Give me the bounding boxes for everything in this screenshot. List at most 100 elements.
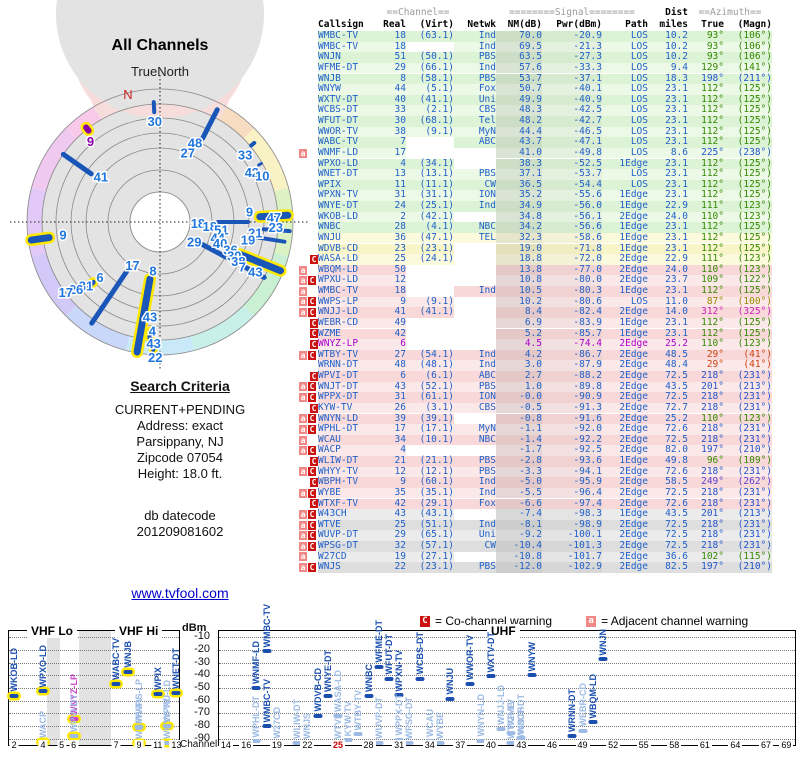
- radar-channel-label: 17: [125, 258, 139, 273]
- cell-nm: 57.6: [496, 62, 542, 74]
- station-marker-wfut-dt: [384, 676, 394, 681]
- cell-nm: 53.7: [496, 73, 542, 85]
- cell-tru: 110°: [688, 264, 724, 276]
- cell-pwr: -54.4: [542, 179, 602, 191]
- radar-channel-label: 10: [255, 168, 269, 183]
- cell-mag: (125°): [724, 94, 772, 106]
- vhf-lo-label: VHF Lo: [27, 624, 77, 638]
- table-row-wmbc-tv: WMBC-TV 18 Ind 69.5 -21.3 LOS 10.2 93° (106°): [299, 41, 797, 53]
- cell-tru: 218°: [688, 434, 724, 446]
- cell-pwr: -94.1: [542, 466, 602, 478]
- cell-net: Ind: [454, 41, 496, 53]
- cell-path: 1Edge: [602, 190, 648, 201]
- cell-nm: 18.8: [496, 254, 542, 265]
- cell-path: LOS: [602, 41, 648, 53]
- radar-channel-label: 26: [69, 282, 83, 297]
- cell-path: 2Edge: [602, 562, 648, 573]
- radar-station-bar: [27, 234, 53, 244]
- cell-net: PBS: [454, 455, 496, 467]
- channel-axis-label: Channel: [180, 739, 218, 750]
- cell-path: LOS: [602, 30, 648, 42]
- cell-path: 2Edge: [602, 264, 648, 276]
- cell-path: 1Edge: [602, 200, 648, 212]
- cell-pwr: -85.7: [542, 328, 602, 340]
- table-row-wnyn-ld: a C WNYN-LD 39 (39.1) -0.8 -91.6 2Edge 25.2 110°(…: [299, 413, 797, 425]
- cell-real: 12: [382, 275, 406, 286]
- table-row-wbph-tv: C WBPH-TV 9 (60.1) Ind -5.0 -95.9 2Edge 58.5 249°…: [299, 477, 797, 488]
- cell-tru: 112°: [688, 126, 724, 138]
- station-marker-wmbc-tv: [262, 649, 272, 654]
- cell-real: 17: [382, 147, 406, 159]
- radar-channel-label: 23: [269, 220, 283, 235]
- cell-nm: 70.0: [496, 30, 542, 42]
- cell-net: NBC: [454, 434, 496, 446]
- co-channel-warning-icon: C: [308, 276, 316, 286]
- cell-mag: (231°): [724, 498, 772, 510]
- cell-warn: C: [299, 456, 318, 466]
- cell-pwr: -80.0: [542, 275, 602, 286]
- adjacent-channel-warning-icon: a: [299, 541, 307, 551]
- table-row-w27cd: a W27CD 19 (27.1) -10.8 -101.7 2Edge 36.6 102° (1…: [299, 551, 797, 563]
- cell-net: CBS: [454, 402, 496, 414]
- station-marker-wdvb-cd: [313, 713, 323, 718]
- dbm-tick-label: -60: [194, 693, 210, 706]
- station-label-wrnn-dt: WRNN-DT: [567, 689, 578, 733]
- cell-path: 1Edge: [602, 317, 648, 329]
- cell-real: 33: [382, 105, 406, 116]
- cell-dist: 23.1: [648, 285, 688, 297]
- cell-tru: ==Azimuth==: [698, 7, 762, 19]
- cell-cs: KYW-TV: [318, 402, 382, 414]
- cell-tru: 102°: [688, 551, 724, 563]
- search-criteria-line: Zipcode 07054: [136, 450, 223, 465]
- cell-virt: (9.1): [406, 296, 454, 308]
- cell-cs: W43CH: [318, 509, 382, 520]
- cell-real: 25: [382, 519, 406, 531]
- db-datecode-line: db datecode: [144, 508, 216, 523]
- radar-station-bar: [151, 100, 157, 115]
- cell-pwr: -83.9: [542, 317, 602, 329]
- channel-tick-49: 49: [575, 740, 590, 750]
- cell-net: Ind: [454, 519, 496, 531]
- cell-tru: 112°: [688, 243, 724, 255]
- cell-virt: (66.1): [406, 62, 454, 74]
- cell-pwr: -72.0: [542, 254, 602, 265]
- cell-cs: WMBC-TV: [318, 30, 382, 42]
- station-marker-wpxn-tv: [394, 693, 404, 698]
- station-label-wdvb-cd: WDVB-CD: [312, 668, 323, 712]
- radar-station-bar: [261, 227, 292, 234]
- cell-virt: (39.1): [406, 413, 454, 425]
- cell-pwr: -21.3: [542, 41, 602, 53]
- cell-tru: 93°: [688, 52, 724, 63]
- cell-mag: (210°): [724, 562, 772, 573]
- cell-net: PBS: [454, 562, 496, 573]
- cell-nm: NM(dB): [507, 18, 542, 30]
- cell-path: 1Edge: [602, 243, 648, 255]
- cell-virt: (23.1): [406, 562, 454, 573]
- cell-pwr: -98.9: [542, 519, 602, 531]
- cell-real: 31: [382, 392, 406, 403]
- table-row-wpxu-ld: a C WPXU-LD 12 10.8 -80.0 2Edge 23.7 109° (122°): [299, 275, 797, 286]
- cell-real: 41: [382, 307, 406, 318]
- station-marker-wbqm-ld: [588, 720, 598, 725]
- channel-tick-64: 64: [728, 740, 743, 750]
- radar-chart: 30 48 27 33 42 10 9 47 23 18 18 51 21 19 44 40 29 36 30 38 7…: [0, 0, 320, 370]
- radar-channel-label: 36: [223, 242, 237, 257]
- radar-station-bar: [198, 241, 267, 280]
- cell-path: 2Edge: [602, 530, 648, 541]
- cell-real: 43: [382, 381, 406, 393]
- dbm-gridline: [219, 662, 795, 664]
- cell-tru: 111°: [688, 200, 724, 212]
- radar-title: All Channels: [112, 37, 209, 54]
- station-label-wnjn: WNJN: [597, 628, 608, 656]
- tvfool-link[interactable]: www.tvfool.com: [131, 585, 229, 601]
- station-label-wxtv-dt: WXTV-DT: [485, 631, 496, 673]
- station-marker-wybe: [435, 741, 445, 745]
- station-label-kyw-tv: KYW-TV: [343, 701, 354, 737]
- station-label-wnyn-ld: WNYN-LD: [475, 694, 486, 737]
- dbm-gridline: [9, 637, 179, 639]
- station-label-wnju: WNJU: [445, 668, 456, 695]
- cell-cs: WLIW-DT: [318, 455, 382, 467]
- cell-mag: (123°): [724, 339, 772, 350]
- dbm-gridline: [219, 650, 795, 651]
